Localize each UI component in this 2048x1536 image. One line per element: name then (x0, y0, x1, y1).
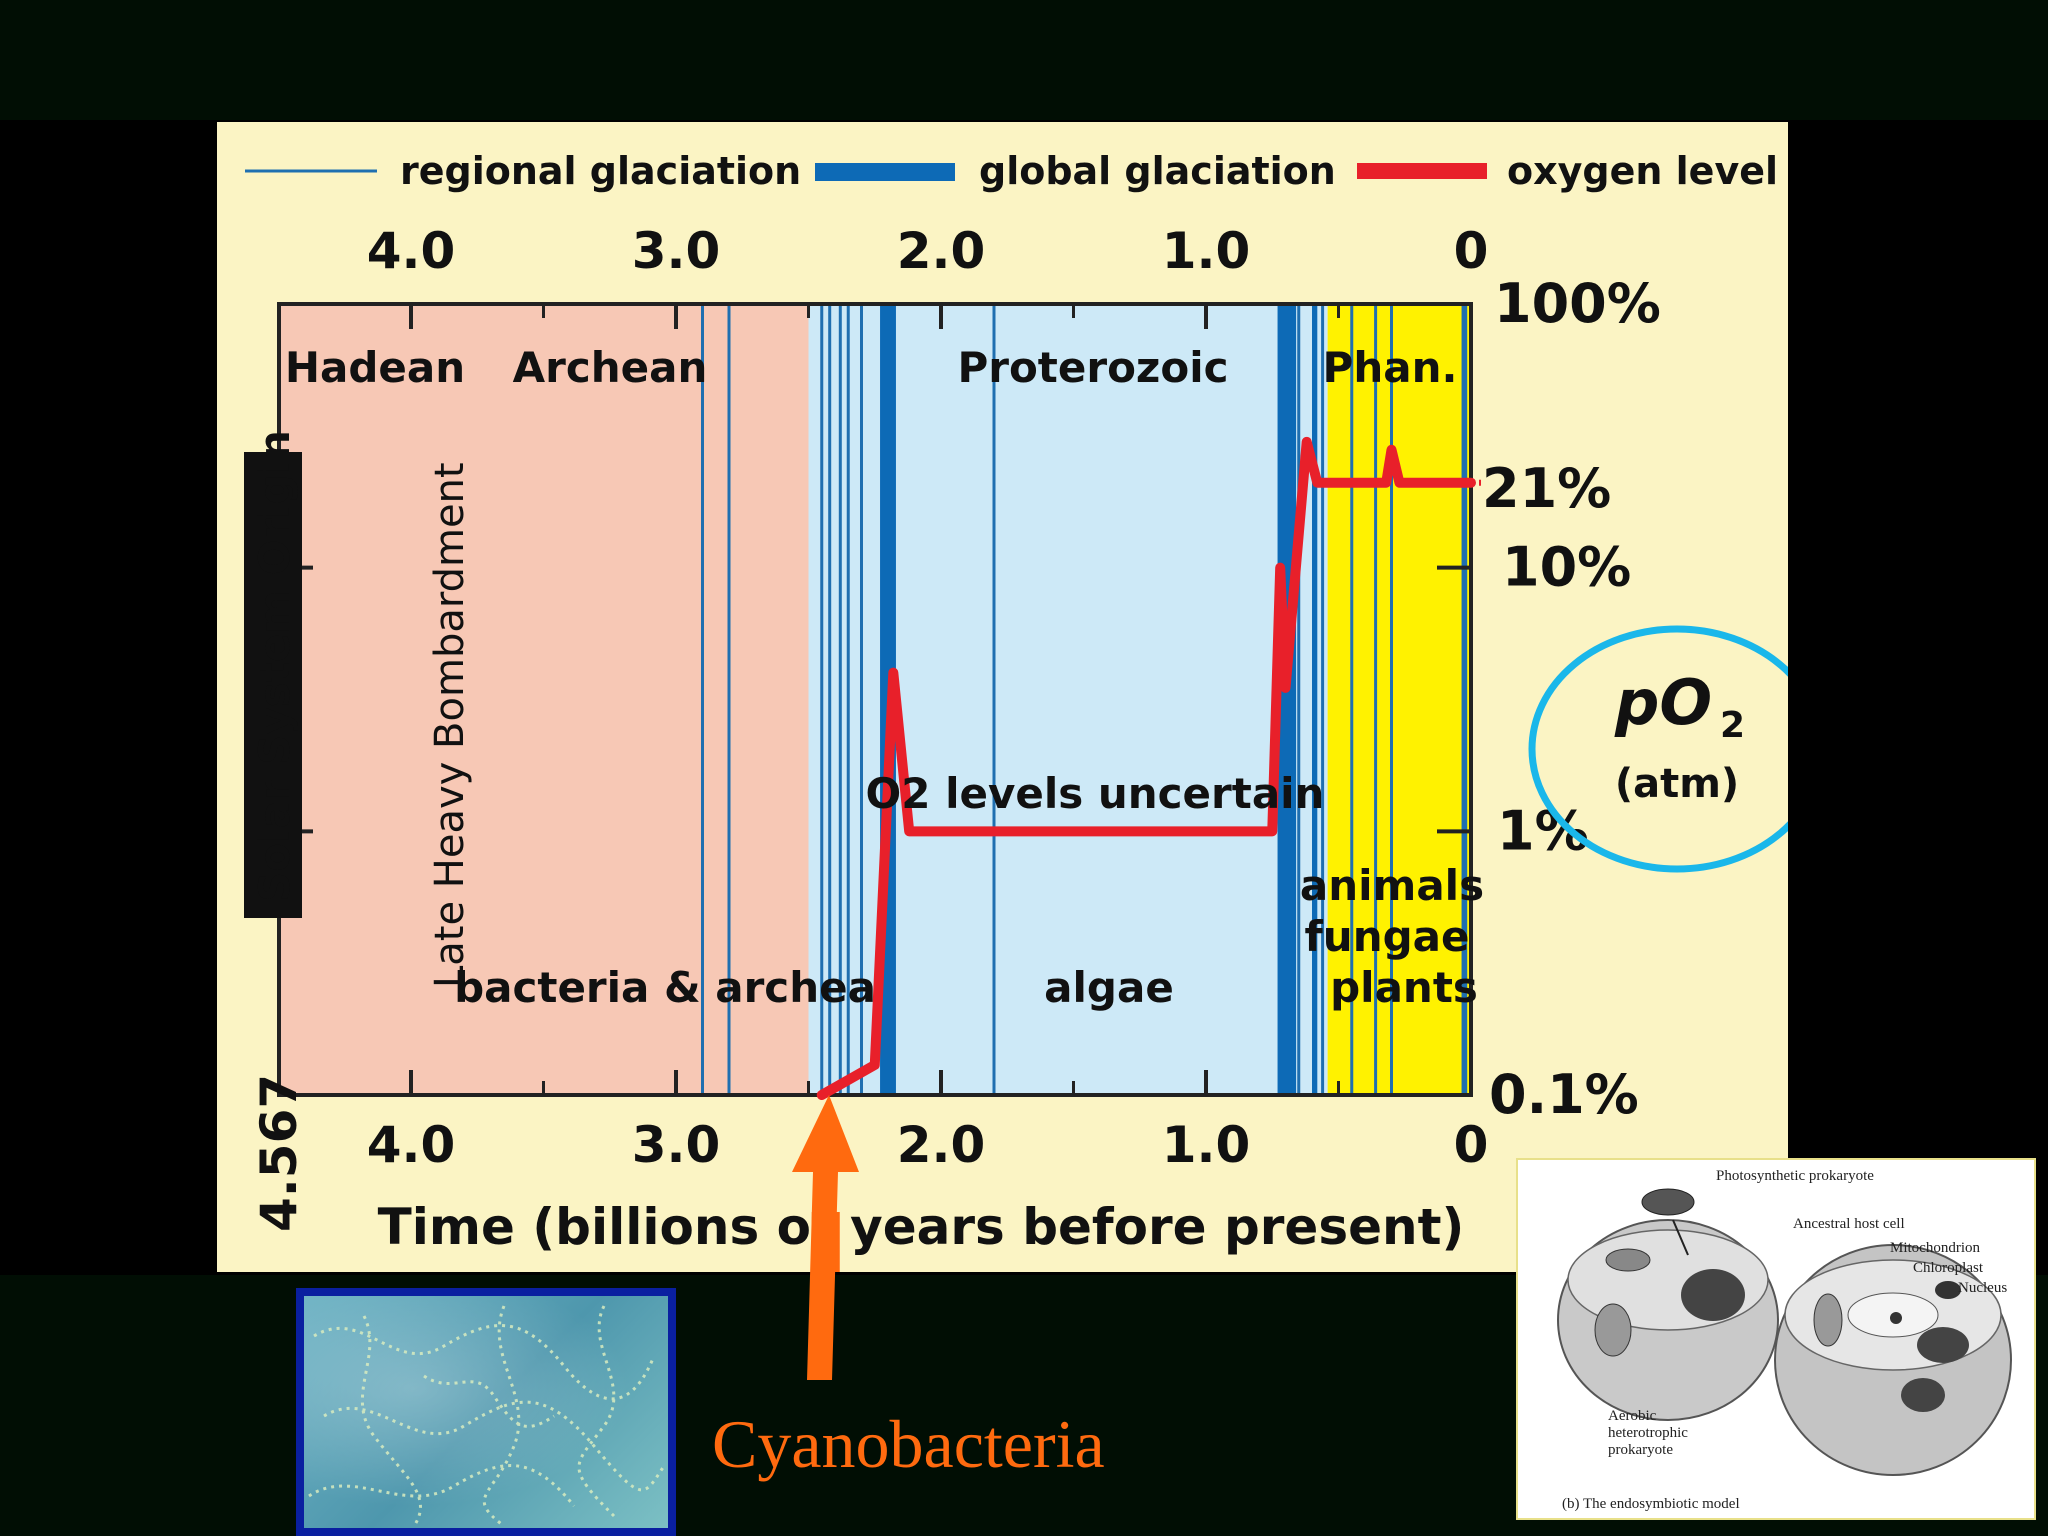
x-tick-label-bottom-3: 1.0 (1162, 1116, 1251, 1174)
solar-origin-box (244, 452, 302, 918)
cyanobacteria-filaments (308, 1305, 666, 1528)
cyanobacteria-caption: Cyanobacteria (712, 1406, 1105, 1482)
o2-uncertain-label: O2 levels uncertain (866, 769, 1325, 818)
x-tick-label-bottom-1: 3.0 (632, 1116, 721, 1174)
x-axis-title: Time (billions of years before present) (378, 1198, 1465, 1256)
legend-swatch-oxygen (1357, 163, 1487, 179)
oxygen-chart: regional glaciation global glaciation oxyg… (244, 149, 1788, 1272)
top-band (0, 0, 2048, 120)
x-tick-label-top-3: 1.0 (1162, 222, 1251, 280)
era-label-phanerozoic: Phan. (1323, 343, 1458, 392)
era-band-1 (411, 304, 809, 1095)
solar-origin-label: Solar System Origin (250, 430, 299, 902)
legend-label-regional: regional glaciation (400, 149, 801, 193)
endo-label-chloroplast: Chloroplast (1913, 1260, 1983, 1276)
oxygen-level-line (816, 436, 1476, 1100)
x-tick-label-bottom-4: 0 (1454, 1116, 1489, 1174)
x-tick-label-bottom-0: 4.0 (367, 1116, 456, 1174)
po2-unit-label: (atm) (1615, 761, 1739, 807)
x-tick-label-top-0: 4.0 (367, 222, 456, 280)
endo-label-host: Ancestral host cell (1793, 1216, 1905, 1232)
endo-caption: (b) The endosymbiotic model (1562, 1496, 1740, 1512)
life-label-animals: animals (1300, 861, 1484, 910)
endo-label-aerobic: Aerobic heterotrophic prokaryote (1608, 1408, 1688, 1458)
x-tick-label-top-4: 0 (1454, 222, 1489, 280)
life-label-bacteria: bacteria & archea (454, 963, 876, 1012)
endo-label-nucleus: Nucleus (1958, 1280, 2008, 1296)
x-tick-label-top-1: 3.0 (632, 222, 721, 280)
y-tick-label-3: 0.1% (1489, 1063, 1639, 1126)
po2-subscript: 2 (1720, 705, 1745, 746)
endo-label-photosynthetic: Photosynthetic prokaryote (1716, 1168, 1874, 1184)
era-label-archean: Archean (513, 343, 708, 392)
po2-circle (1528, 625, 1788, 873)
legend-label-global: global glaciation (979, 149, 1336, 193)
x-tick-label-bottom-2: 2.0 (897, 1116, 986, 1174)
life-label-plants: plants (1330, 963, 1478, 1012)
endosymbiosis-drawing (1557, 1188, 2012, 1476)
right-strip (1788, 120, 2048, 1275)
x-start-label: 4.567 (250, 1074, 308, 1232)
current-oxygen-label: 21% (1482, 457, 1611, 520)
cyanobacteria-photo (296, 1288, 676, 1536)
y-tick-label-0: 100% (1494, 272, 1661, 335)
y-tick-label-1: 10% (1502, 536, 1631, 599)
life-label-fungae: fungae (1305, 912, 1470, 961)
era-label-proterozoic: Proterozoic (957, 343, 1228, 392)
era-label-hadean: Hadean (285, 343, 465, 392)
legend-label-oxygen: oxygen level (1507, 149, 1778, 193)
cyanobacteria-arrow-shaft-upper (811, 1212, 840, 1272)
legend-swatch-global (815, 163, 955, 181)
global-glaciation-band-1 (1277, 304, 1297, 1095)
life-label-algae: algae (1044, 963, 1174, 1012)
endosymbiosis-figure: Photosynthetic prokaryote Ancestral host… (1516, 1158, 2036, 1520)
late-heavy-bombardment-label: Late Heavy Bombardment (427, 462, 473, 988)
chart-panel: regional glaciation global glaciation oxyg… (217, 122, 1788, 1272)
endo-label-mitochondrion: Mitochondrion (1890, 1240, 1980, 1256)
po2-label: pO (1614, 666, 1712, 739)
x-tick-label-top-2: 2.0 (897, 222, 986, 280)
global-glaciation-band-2 (1312, 304, 1318, 1095)
